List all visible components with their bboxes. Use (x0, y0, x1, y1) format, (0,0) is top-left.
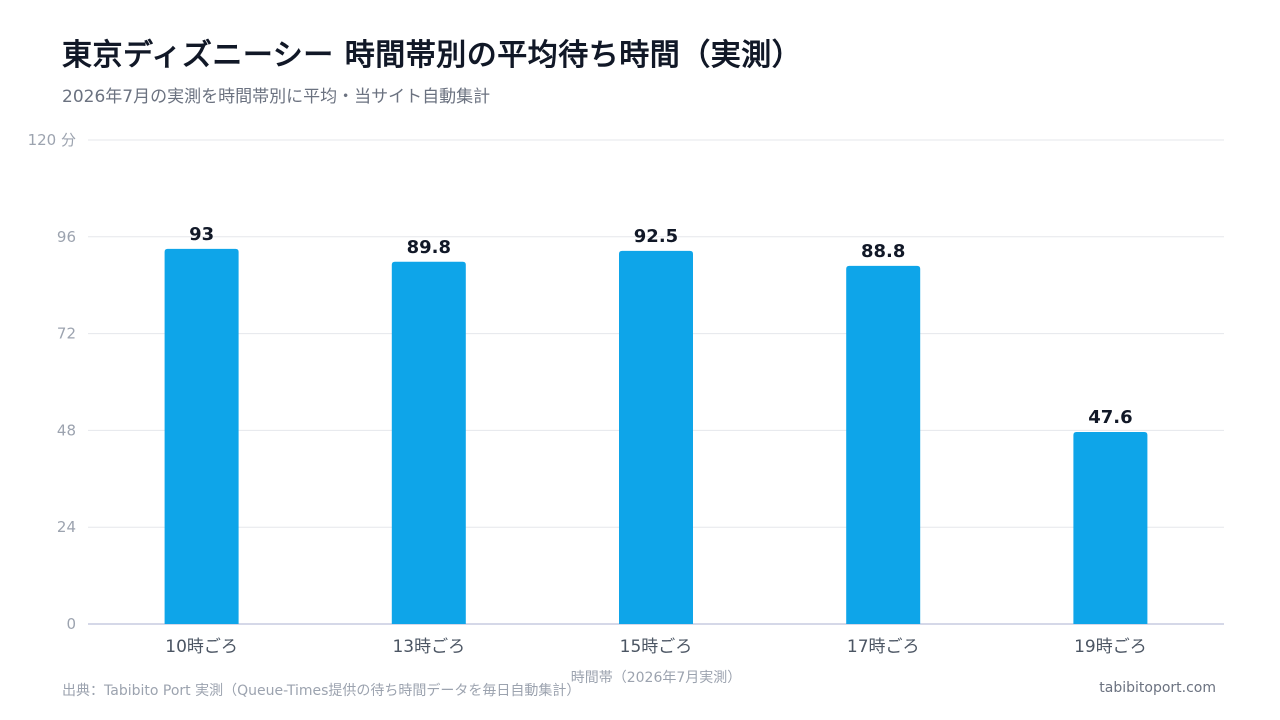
source-note: 出典：Tabibito Port 実測（Queue-Times提供の待ち時間デー… (62, 683, 581, 699)
x-axis-title: 時間帯（2026年7月実測） (571, 670, 742, 686)
bar (391, 261, 466, 624)
bar-value-label: 89.8 (407, 237, 451, 258)
y-tick-label: 120 分 (28, 131, 76, 149)
chart-title: 東京ディズニーシー 時間帯別の平均待ち時間（実測） (62, 38, 803, 73)
chart-subtitle: 2026年7月の実測を時間帯別に平均・当サイト自動集計 (62, 87, 491, 107)
bar-value-label: 93 (189, 224, 214, 245)
bar-value-label: 47.6 (1088, 407, 1132, 428)
y-tick-label: 0 (66, 615, 76, 633)
bar (164, 248, 239, 624)
site-name: tabibitoport.com (1099, 680, 1216, 696)
y-tick-label: 24 (57, 518, 76, 536)
bar (1073, 432, 1148, 624)
bar-value-label: 88.8 (861, 241, 905, 262)
bar (619, 250, 693, 624)
x-tick-label: 10時ごろ (165, 637, 238, 657)
x-tick-label: 19時ごろ (1074, 637, 1147, 657)
bar-value-label: 92.5 (634, 226, 678, 247)
y-tick-label: 72 (57, 325, 76, 343)
y-tick-label: 48 (57, 421, 76, 439)
x-tick-label: 13時ごろ (392, 637, 465, 657)
x-tick-label: 15時ごろ (620, 637, 693, 657)
x-tick-label: 17時ごろ (847, 637, 920, 657)
y-tick-label: 96 (57, 228, 76, 246)
bar (846, 265, 921, 624)
